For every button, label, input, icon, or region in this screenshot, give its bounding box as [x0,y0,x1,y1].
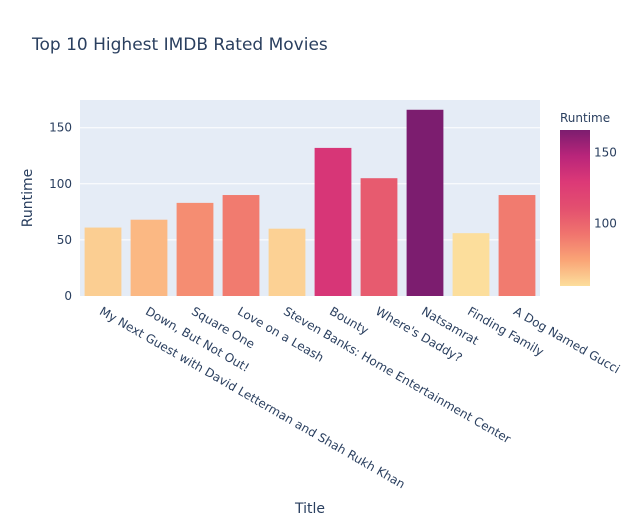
colorbar-ticks: 100 150 [594,146,617,231]
colorbar-tick-label: 100 [594,217,617,231]
chart-title: Top 10 Highest IMDB Rated Movies [31,35,328,55]
x-axis-title: Title [294,501,325,517]
colorbar-title: Runtime [560,111,610,125]
y-tick-labels: 0 50 100 150 [49,121,72,303]
bar[interactable] [360,178,398,296]
bar[interactable] [222,195,260,296]
y-axis-title: Runtime [20,169,36,227]
colorbar [560,130,590,286]
y-tick-label: 50 [57,233,72,247]
bar[interactable] [406,109,444,296]
bar[interactable] [176,202,214,296]
bar[interactable] [314,147,352,296]
bar[interactable] [498,195,536,296]
y-tick-label: 100 [49,177,72,191]
bar[interactable] [268,228,306,296]
colorbar-tick-label: 150 [594,146,617,160]
y-tick-label: 0 [64,289,72,303]
y-tick-label: 150 [49,121,72,135]
x-tick-labels: My Next Guest with David Letterman and S… [97,304,622,491]
bars [84,109,536,296]
bar[interactable] [452,233,490,296]
bar[interactable] [130,219,168,296]
bar[interactable] [84,227,122,296]
